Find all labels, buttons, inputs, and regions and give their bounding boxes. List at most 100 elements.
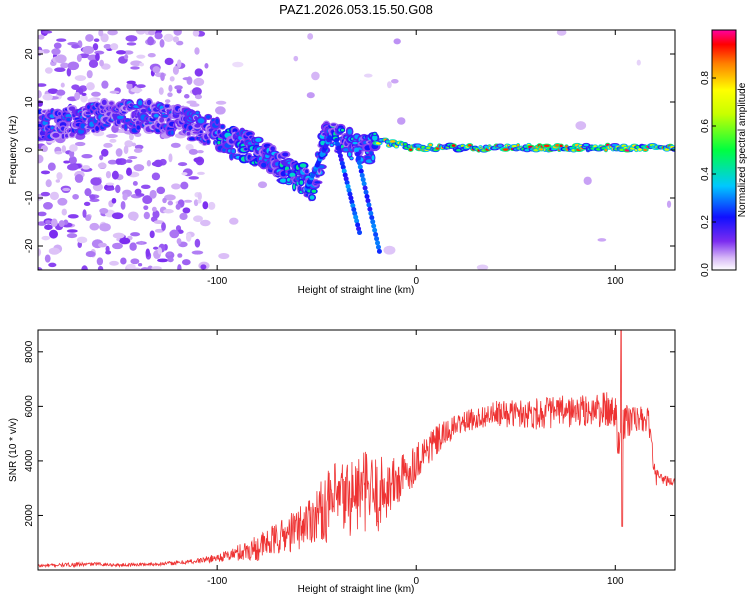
spectrogram-blob xyxy=(146,99,152,106)
spectrogram-noise-blob xyxy=(145,248,151,258)
spectrogram-blob xyxy=(371,155,375,161)
spectrogram-blob xyxy=(305,169,309,174)
spectrogram-noise-blob xyxy=(200,219,211,227)
spectrogram-noise-blob xyxy=(82,209,87,218)
spectrogram-heat-layer xyxy=(38,30,675,270)
spectrogram-noise-blob xyxy=(176,238,182,245)
spectrogram-noise-blob xyxy=(191,250,204,255)
spectrogram-blob xyxy=(52,132,60,138)
spectrogram-arc-blob xyxy=(345,183,351,189)
spectrogram-noise-blob xyxy=(51,48,61,55)
spectrogram-noise-blob xyxy=(66,233,78,239)
spectrogram-arc-blob xyxy=(349,199,355,205)
spectrogram-noise-blob xyxy=(54,67,66,73)
snr-y-tick-label: 6000 xyxy=(24,395,35,418)
spectrogram-arc-blob xyxy=(354,151,360,157)
spectrogram-noise-blob xyxy=(169,76,175,82)
spectrogram-noise-blob xyxy=(307,33,314,40)
spectrogram-blob xyxy=(66,117,71,122)
spectrogram-noise-blob xyxy=(71,84,80,90)
spectrogram-noise-blob xyxy=(130,232,141,237)
spectrogram-noise-blob xyxy=(60,82,65,88)
spectrogram-blob xyxy=(136,125,141,130)
spectrogram-arc-blob xyxy=(342,172,348,178)
spectrogram-noise-blob xyxy=(81,265,88,270)
spectrogram-noise-blob xyxy=(133,148,143,153)
spectrogram-noise-blob xyxy=(170,142,181,148)
spectrogram-noise-blob xyxy=(45,179,52,188)
spectrogram-noise-blob xyxy=(54,150,63,155)
spectrogram-blob xyxy=(229,153,233,159)
spectrogram-noise-blob xyxy=(71,44,80,49)
spectrogram-noise-blob xyxy=(151,161,164,167)
spectrogram-noise-blob xyxy=(38,267,43,270)
spectrogram-arc-blob xyxy=(348,195,354,201)
spectrogram-noise-blob xyxy=(202,201,209,210)
spectrogram-arc-blob xyxy=(356,226,362,232)
spectrogram-noise-blob xyxy=(81,165,91,170)
spectrogram-noise-blob xyxy=(122,50,134,55)
spectrogram-blob xyxy=(331,123,337,126)
spectrogram-noise-blob xyxy=(140,184,151,189)
spectrogram-noise-blob xyxy=(476,264,489,270)
spectrogram-noise-blob xyxy=(105,250,112,255)
spectrogram-y-tick-label: -20 xyxy=(24,238,35,253)
spectrogram-noise-blob xyxy=(136,54,146,59)
colorbar-gradient xyxy=(712,30,736,270)
spectrogram-noise-blob xyxy=(107,30,118,36)
spectrogram-noise-blob xyxy=(122,193,128,201)
spectrogram-blob xyxy=(559,144,563,148)
snr-frame xyxy=(37,329,676,571)
spectrogram-noise-blob xyxy=(130,87,143,93)
spectrogram-noise-blob xyxy=(164,99,171,104)
spectrogram-blob xyxy=(279,178,288,183)
spectrogram-noise-blob xyxy=(90,177,102,186)
spectrogram-noise-blob xyxy=(143,211,150,220)
spectrogram-noise-blob xyxy=(130,60,143,67)
spectrogram-noise-blob xyxy=(67,163,79,171)
spectrogram-noise-blob xyxy=(76,54,82,63)
spectrogram-noise-blob xyxy=(42,30,53,34)
spectrogram-y-tick-label: -10 xyxy=(24,190,35,205)
spectrogram-noise-blob xyxy=(131,142,137,147)
spectrogram-noise-blob xyxy=(40,170,51,175)
spectrogram-noise-blob xyxy=(192,30,200,37)
spectrogram-noise-blob xyxy=(49,229,59,239)
colorbar-tick-label: 0.2 xyxy=(700,215,711,229)
spectrogram-arc-blob xyxy=(366,202,372,208)
spectrogram-noise-blob xyxy=(115,148,123,157)
colorbar-tick-label: 0.6 xyxy=(700,119,711,133)
snr-ylabel: SNR (10 * v/v) xyxy=(8,418,19,482)
spectrogram-noise-blob xyxy=(168,84,173,92)
spectrogram-noise-blob xyxy=(194,238,201,248)
spectrogram-noise-blob xyxy=(99,154,104,161)
spectrogram-noise-blob xyxy=(180,181,189,190)
spectrogram-noise-blob xyxy=(47,88,59,94)
spectrogram-noise-blob xyxy=(101,148,109,157)
spectrogram-noise-blob xyxy=(55,54,67,64)
spectrogram-noise-blob xyxy=(38,49,45,55)
spectrogram-arc-blob xyxy=(363,189,369,195)
spectrogram-noise-blob xyxy=(127,211,139,221)
spectrogram-noise-blob xyxy=(159,39,165,48)
spectrogram-x-tick-label: 100 xyxy=(607,276,624,287)
spectrogram-noise-blob xyxy=(147,53,156,58)
spectrogram-blob xyxy=(415,144,421,147)
spectrogram-arc-blob xyxy=(343,176,349,182)
spectrogram-blob xyxy=(61,133,65,139)
spectrogram-blob xyxy=(116,115,124,120)
spectrogram-arc-blob xyxy=(346,187,352,193)
spectrogram-noise-blob xyxy=(189,103,200,107)
spectrogram-blob xyxy=(217,140,221,145)
spectrogram-noise-blob xyxy=(47,162,56,171)
spectrogram-noise-blob xyxy=(86,70,93,79)
spectrogram-blob xyxy=(292,183,296,190)
spectrogram-noise-blob xyxy=(311,71,320,81)
spectrogram-noise-blob xyxy=(197,192,202,201)
spectrogram-noise-blob xyxy=(99,208,109,214)
spectrogram-noise-blob xyxy=(51,218,58,227)
spectrogram-arc-blob xyxy=(365,198,371,204)
spectrogram-blob xyxy=(565,145,568,148)
spectrogram-noise-blob xyxy=(125,35,138,42)
spectrogram-blob xyxy=(38,109,42,115)
